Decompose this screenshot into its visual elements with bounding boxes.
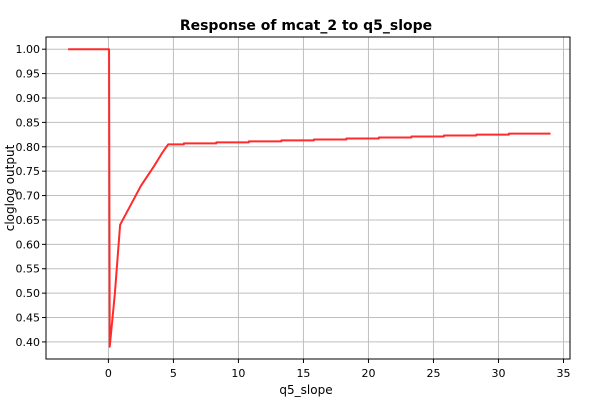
- y-tick-label-3: 0.55: [16, 263, 41, 276]
- series-line-0: [68, 48, 551, 348]
- y-tick-label-2: 0.50: [16, 287, 41, 300]
- y-tick-label-6: 0.70: [16, 190, 41, 203]
- y-tick-label-7: 0.75: [16, 165, 41, 178]
- y-tick-label-0: 0.40: [16, 336, 41, 349]
- axes: 0 5 10 15 20 25 30 35 0.40 0.45 0.50 0.55 0.60 0.65 0.…: [16, 36, 571, 380]
- y-tick-label-8: 0.80: [16, 141, 41, 154]
- y-tick-label-5: 0.65: [16, 214, 41, 227]
- x-tick-label-5: 25: [426, 367, 440, 380]
- x-axis-label: q5_slope: [279, 383, 332, 397]
- series-layer: [68, 48, 551, 348]
- x-tick-label-0: 0: [105, 367, 112, 380]
- x-tick-label-3: 15: [296, 367, 310, 380]
- y-tick-label-11: 0.95: [16, 68, 41, 81]
- x-tick-label-7: 35: [556, 367, 570, 380]
- y-tick-label-4: 0.60: [16, 238, 41, 251]
- x-tick-label-1: 5: [170, 367, 177, 380]
- chart-title: Response of mcat_2 to q5_slope: [180, 18, 432, 34]
- x-tick-label-4: 20: [361, 367, 375, 380]
- y-axis-label: cloglog output: [3, 144, 17, 231]
- y-tick-label-1: 0.45: [16, 312, 41, 325]
- y-tick-label-9: 0.85: [16, 116, 41, 129]
- y-tick-label-12: 1.00: [16, 43, 41, 56]
- x-tick-label-6: 30: [491, 367, 505, 380]
- plot-frame: [45, 36, 571, 360]
- x-tick-label-2: 10: [231, 367, 245, 380]
- y-tick-label-10: 0.90: [16, 92, 41, 105]
- grid-lines: [46, 37, 570, 359]
